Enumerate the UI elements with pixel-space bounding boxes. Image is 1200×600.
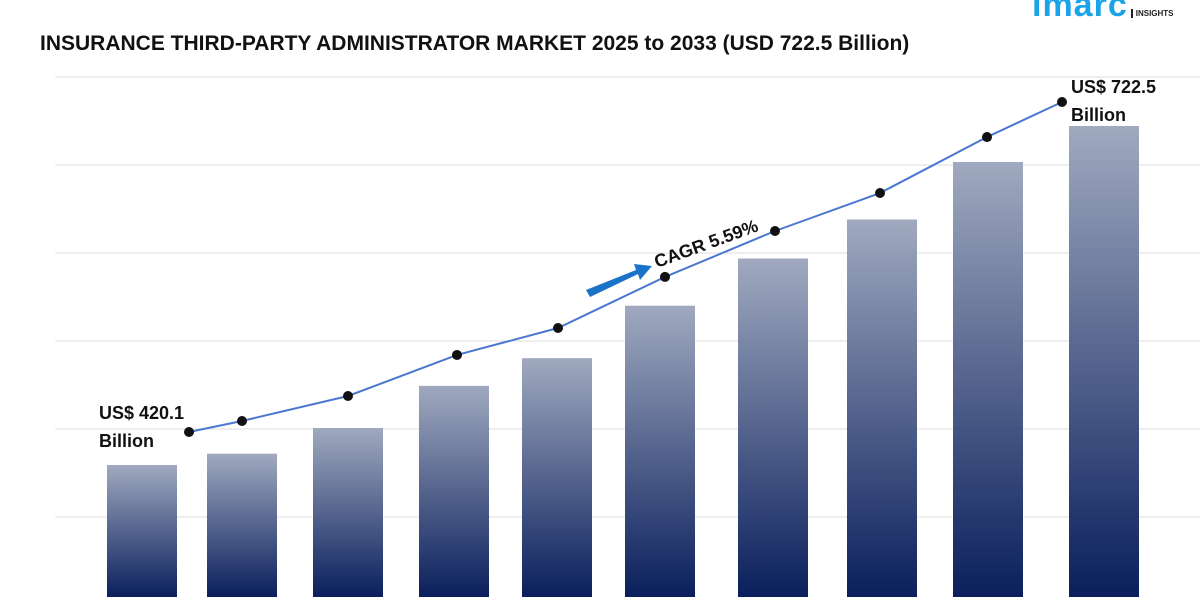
line-point	[875, 188, 885, 199]
end-label-1: US$ 722.5	[1071, 77, 1156, 97]
bar	[522, 358, 592, 597]
line-point	[660, 271, 670, 282]
bar	[419, 385, 489, 597]
trend-line	[188, 101, 1063, 433]
start-label-1: US$ 420.1	[99, 403, 184, 423]
line-point	[982, 132, 992, 143]
start-label-2: Billion	[99, 431, 154, 451]
bar	[313, 428, 383, 597]
line-point	[770, 225, 780, 236]
bar	[847, 219, 917, 597]
imarc-logo: imarc INSIGHTS	[1032, 0, 1174, 24]
line-point	[237, 415, 247, 426]
bar	[107, 465, 177, 597]
line-point	[452, 349, 462, 360]
bar	[953, 161, 1023, 597]
line-point	[553, 323, 563, 334]
bar	[738, 258, 808, 597]
bar	[625, 305, 695, 597]
line-point	[184, 427, 194, 437]
line-point	[1057, 97, 1067, 108]
bar	[207, 453, 277, 597]
cagr-arrow-icon	[586, 264, 652, 297]
line-point	[343, 390, 353, 401]
bar	[1069, 126, 1139, 598]
chart-title: INSURANCE THIRD-PARTY ADMINISTRATOR MARK…	[40, 32, 910, 55]
end-label-2: Billion	[1071, 105, 1126, 125]
